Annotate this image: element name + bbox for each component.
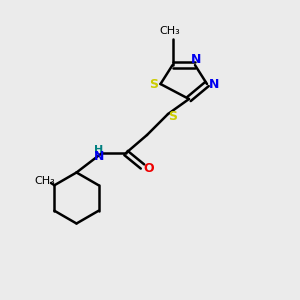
Text: CH₃: CH₃	[34, 176, 55, 186]
Text: S: S	[168, 110, 177, 123]
Text: S: S	[149, 77, 158, 91]
Text: H: H	[94, 145, 103, 155]
Text: O: O	[143, 161, 154, 175]
Text: CH₃: CH₃	[159, 26, 180, 37]
Text: N: N	[191, 53, 201, 66]
Text: N: N	[208, 77, 219, 91]
Text: N: N	[94, 149, 104, 163]
